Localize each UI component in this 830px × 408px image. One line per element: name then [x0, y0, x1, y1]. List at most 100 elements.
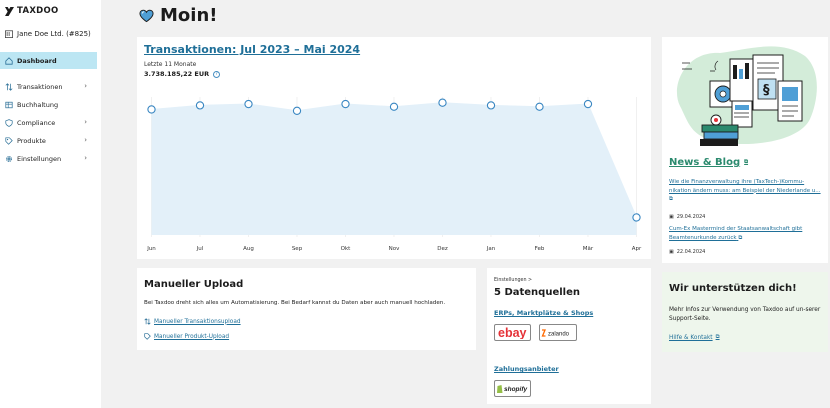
sidebar-item-transaktionen[interactable]: Transaktionen › — [0, 78, 97, 95]
news-item-link[interactable]: Cum-Ex Mastermind der Staatsanwaltschaft… — [669, 225, 821, 242]
brand-name: TAXDOO — [17, 6, 59, 16]
ebay-logo-icon: ebay — [498, 326, 527, 339]
chart-point[interactable] — [583, 99, 593, 109]
taxdoo-logo-icon — [5, 6, 14, 16]
payment-providers-link[interactable]: Zahlungsanbieter — [494, 365, 559, 373]
chart-tick-label: Mär — [583, 246, 594, 252]
company-name: Jane Doe Ltd. (#825) — [17, 30, 91, 38]
manual-transaction-upload-label: Manueller Transaktionsupload — [154, 318, 241, 325]
chart-tick-label: Jun — [146, 246, 156, 252]
home-icon — [5, 56, 13, 65]
chart-point[interactable] — [292, 106, 302, 115]
chart-point[interactable] — [486, 101, 496, 110]
tag-icon — [144, 333, 151, 340]
news-item-date-value: 22.04.2024 — [676, 249, 706, 255]
zalando-logo-text: zalando — [548, 331, 570, 337]
help-contact-link[interactable]: Hilfe & Kontakt ⧉ — [669, 334, 720, 341]
zalando-logo[interactable]: zalando — [539, 324, 577, 341]
transactions-card: Transaktionen: Jul 2023 – Mai 2024 Letzt… — [137, 37, 651, 259]
svg-text:§: § — [763, 83, 770, 98]
chevron-right-icon: › — [84, 82, 87, 90]
chart-tick-label: Sep — [292, 246, 303, 252]
chart-point[interactable] — [244, 99, 253, 109]
manual-upload-description: Bei Taxdoo dreht sich alles um Automatis… — [144, 300, 446, 306]
shopify-logo[interactable]: shopify — [494, 380, 531, 397]
chart-point[interactable] — [389, 102, 399, 111]
transactions-title-link[interactable]: Transaktionen: Jul 2023 – Mai 2024 — [144, 43, 361, 56]
ebay-logo[interactable]: ebay — [494, 324, 531, 341]
datasources-title: 5 Datenquellen — [494, 287, 580, 298]
ledger-icon — [5, 101, 13, 108]
transactions-chart: Jun Jul Aug Sep Okt Nov Dez Jan Feb Mär Apr — [146, 97, 642, 252]
news-item-link[interactable]: Wie die Finanzverwaltung ihre (TaxTech-)… — [669, 178, 821, 204]
tag-icon — [5, 136, 13, 145]
info-icon[interactable]: ? — [213, 70, 221, 78]
shopify-logo-text: shopify — [504, 386, 527, 393]
chart-point[interactable] — [195, 101, 205, 110]
chevron-right-icon: › — [84, 154, 87, 162]
calendar-icon: ▣ — [669, 214, 674, 220]
chart-tick-label: Dez — [437, 246, 448, 252]
transactions-period: Letzte 11 Monate — [144, 61, 197, 68]
shopify-logo-icon: shopify — [497, 385, 527, 393]
sidebar-item-buchhaltung[interactable]: Buchhaltung — [0, 96, 97, 113]
sidebar-item-label: Compliance — [17, 118, 56, 127]
external-link-icon: ⧉ — [738, 234, 743, 241]
support-title: Wir unterstützen dich! — [669, 283, 797, 294]
news-blog-title: News & Blog — [669, 157, 741, 168]
sidebar-item-label: Buchhaltung — [17, 100, 59, 109]
chart-point[interactable] — [341, 99, 350, 109]
datasources-card: Einstellungen > 5 Datenquellen ERPs, Mar… — [487, 268, 651, 404]
sidebar: TAXDOO Jane Doe Ltd. (#825) Dashboard Tr… — [0, 0, 101, 408]
greeting: Moin! — [139, 5, 217, 26]
chart-tick-label: Jan — [486, 246, 496, 252]
external-link-icon: ⧉ — [715, 334, 720, 340]
arrows-icon — [5, 82, 13, 91]
breadcrumb[interactable]: Einstellungen > — [494, 278, 533, 283]
chart-point[interactable] — [632, 213, 641, 222]
sidebar-item-label: Transaktionen — [17, 82, 63, 91]
news-blog-link[interactable]: News & Blog ⧉ — [669, 157, 748, 168]
chart-point[interactable] — [147, 105, 156, 114]
sidebar-item-compliance[interactable]: Compliance › — [0, 114, 97, 131]
chart-area — [151, 102, 637, 235]
gear-icon — [6, 155, 12, 162]
manual-upload-card: Manueller Upload Bei Taxdoo dreht sich a… — [137, 268, 476, 350]
sidebar-item-label: Produkte — [17, 136, 46, 145]
calendar-icon: ▣ — [669, 249, 674, 255]
chevron-right-icon: › — [84, 136, 87, 144]
external-link-icon: ⧉ — [669, 196, 673, 202]
manual-product-upload-link[interactable]: Manueller Produkt-Upload — [144, 333, 229, 340]
transactions-total-value: 3.738.185,22 EUR — [144, 70, 210, 78]
chart-point[interactable] — [535, 102, 544, 111]
news-item-title: Wie die Finanzverwaltung ihre (TaxTech-)… — [669, 179, 821, 194]
news-illustration: § — [676, 46, 817, 146]
chart-tick-label: Okt — [341, 246, 352, 252]
manual-upload-title: Manueller Upload — [144, 279, 244, 290]
zalando-logo-icon: zalando — [541, 328, 570, 337]
manual-transaction-upload-link[interactable]: Manueller Transaktionsupload — [144, 318, 241, 325]
news-card: § News & Blog ⧉ Wie die Finanzverwaltung… — [662, 37, 828, 263]
sidebar-item-dashboard[interactable]: Dashboard — [0, 52, 97, 69]
external-link-icon: ⧉ — [744, 159, 749, 165]
brand-logo[interactable]: TAXDOO — [5, 6, 59, 16]
manual-product-upload-label: Manueller Produkt-Upload — [154, 333, 230, 340]
marketplaces-link[interactable]: ERPs, Marktplätze & Shops — [494, 309, 594, 317]
ebay-logo-text: ebay — [498, 326, 527, 339]
arrows-icon — [144, 318, 151, 325]
chart-tick-label: Apr — [632, 246, 642, 252]
sidebar-item-einstellungen[interactable]: Einstellungen › — [0, 150, 97, 167]
sidebar-item-label: Einstellungen — [17, 154, 62, 163]
transactions-total: 3.738.185,22 EUR ? — [144, 70, 221, 78]
company-selector[interactable]: Jane Doe Ltd. (#825) — [5, 30, 91, 38]
news-item-title: Cum-Ex Mastermind der Staatsanwaltschaft… — [669, 226, 803, 241]
news-item-date-value: 29.04.2024 — [676, 214, 706, 220]
sidebar-item-produkte[interactable]: Produkte › — [0, 132, 97, 149]
building-icon — [5, 30, 13, 38]
chart-tick-label: Aug — [243, 246, 254, 252]
chevron-right-icon: › — [84, 118, 87, 126]
shield-icon — [5, 118, 13, 127]
chart-tick-label: Jul — [196, 246, 204, 252]
chart-point[interactable] — [438, 98, 447, 107]
page-title: Moin! — [160, 5, 218, 26]
